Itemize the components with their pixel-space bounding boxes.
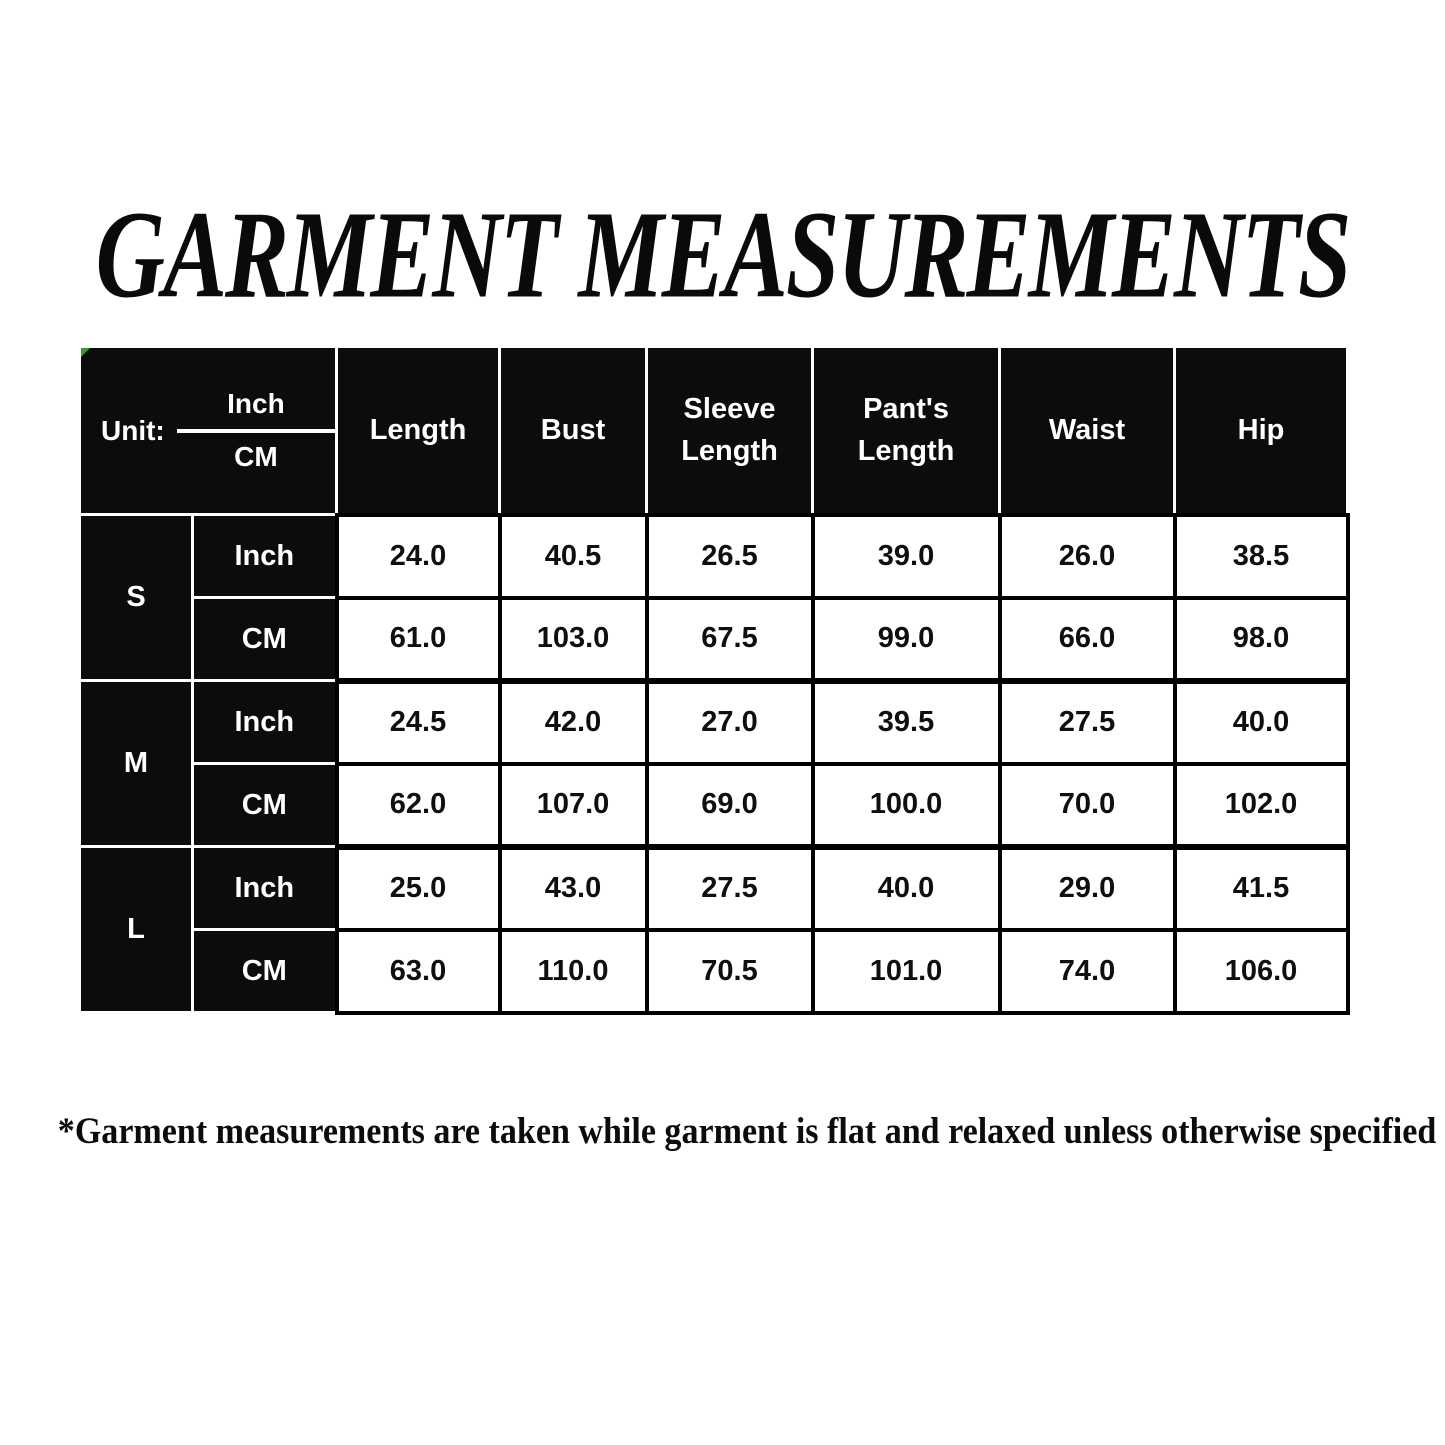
measurement-cell: 27.0: [644, 678, 815, 766]
measurement-cell: 101.0: [810, 927, 1002, 1015]
measurement-cell: 70.5: [644, 927, 815, 1015]
measurement-cell: 40.5: [497, 512, 649, 600]
measurement-cell: 100.0: [810, 761, 1002, 850]
measurement-cell: 66.0: [997, 595, 1177, 684]
unit-row-label: CM: [190, 596, 339, 682]
column-header-pants-length: Pant's Length: [811, 345, 1002, 516]
unit-row-label: CM: [190, 928, 339, 1014]
table-row-l-cm: CM 63.0 110.0 70.5 101.0 74.0 106.0: [80, 927, 1350, 1015]
measurement-cell: 27.5: [997, 678, 1177, 766]
measurement-cell: 62.0: [334, 761, 502, 850]
unit-row-label: Inch: [190, 845, 339, 931]
column-header-waist: Waist: [998, 345, 1177, 516]
measurement-cell: 98.0: [1172, 595, 1350, 684]
measurement-cell: 43.0: [497, 844, 649, 932]
measurement-cell: 99.0: [810, 595, 1002, 684]
table-row-s-cm: CM 61.0 103.0 67.5 99.0 66.0 98.0: [80, 595, 1350, 684]
measurement-cell: 24.5: [334, 678, 502, 766]
size-cell-s: S: [78, 513, 194, 682]
column-header-bust: Bust: [498, 345, 649, 516]
header-row: Unit: Inch CM Length Bust Sleeve Length …: [77, 345, 1350, 516]
measurement-cell: 40.0: [810, 844, 1002, 932]
measurement-cell: 39.5: [810, 678, 1002, 766]
unit-fraction-cm: CM: [234, 440, 278, 472]
measurement-cell: 110.0: [497, 927, 649, 1015]
corner-triangle-marker: [81, 348, 90, 357]
measurement-cell: 41.5: [1172, 844, 1350, 932]
size-cell-l: L: [78, 845, 194, 1014]
unit-row-label: CM: [190, 762, 339, 848]
measurement-cell: 42.0: [497, 678, 649, 766]
unit-row-label: Inch: [190, 513, 339, 599]
unit-header-content: Unit: Inch CM: [81, 348, 336, 513]
footnote: *Garment measurements are taken while ga…: [57, 1111, 1437, 1152]
measurement-cell: 103.0: [497, 595, 649, 684]
size-cell-m: M: [78, 679, 194, 848]
measurement-cell: 38.5: [1172, 512, 1350, 600]
measurement-cell: 67.5: [644, 595, 815, 684]
measurement-cell: 27.5: [644, 844, 815, 932]
table-row-m-cm: CM 62.0 107.0 69.0 100.0 70.0 102.0: [80, 761, 1350, 850]
measurement-cell: 102.0: [1172, 761, 1350, 850]
column-header-sleeve-length: Sleeve Length: [645, 345, 815, 516]
measurement-cell: 26.5: [644, 512, 815, 600]
column-header-hip: Hip: [1173, 345, 1350, 516]
column-header-length: Length: [335, 345, 502, 516]
unit-fraction: Inch CM: [176, 388, 336, 473]
measurement-cell: 24.0: [334, 512, 502, 600]
unit-header-cell: Unit: Inch CM: [77, 345, 339, 516]
measurement-cell: 69.0: [644, 761, 815, 850]
page-title: GARMENT MEASUREMENTS: [95, 184, 1352, 324]
measurement-cell: 107.0: [497, 761, 649, 850]
measurement-cell: 26.0: [997, 512, 1177, 600]
unit-row-label: Inch: [190, 679, 339, 765]
garment-measurements-table: Unit: Inch CM Length Bust Sleeve Length …: [77, 345, 1350, 1015]
unit-label: Unit:: [101, 414, 165, 446]
unit-fraction-inch: Inch: [176, 388, 336, 433]
measurement-cell: 61.0: [334, 595, 502, 684]
measurement-cell: 29.0: [997, 844, 1177, 932]
measurement-cell: 106.0: [1172, 927, 1350, 1015]
table-row-m-inch: M Inch 24.5 42.0 27.0 39.5 27.5 40.0: [78, 678, 1350, 848]
measurement-cell: 39.0: [810, 512, 1002, 600]
table-row-s-inch: S Inch 24.0 40.5 26.5 39.0 26.0 38.5: [78, 512, 1350, 682]
measurement-cell: 63.0: [334, 927, 502, 1015]
measurement-cell: 40.0: [1172, 678, 1350, 766]
table-row-l-inch: L Inch 25.0 43.0 27.5 40.0 29.0 41.5: [78, 844, 1350, 1014]
measurement-cell: 74.0: [997, 927, 1177, 1015]
measurement-cell: 70.0: [997, 761, 1177, 850]
measurement-cell: 25.0: [334, 844, 502, 932]
